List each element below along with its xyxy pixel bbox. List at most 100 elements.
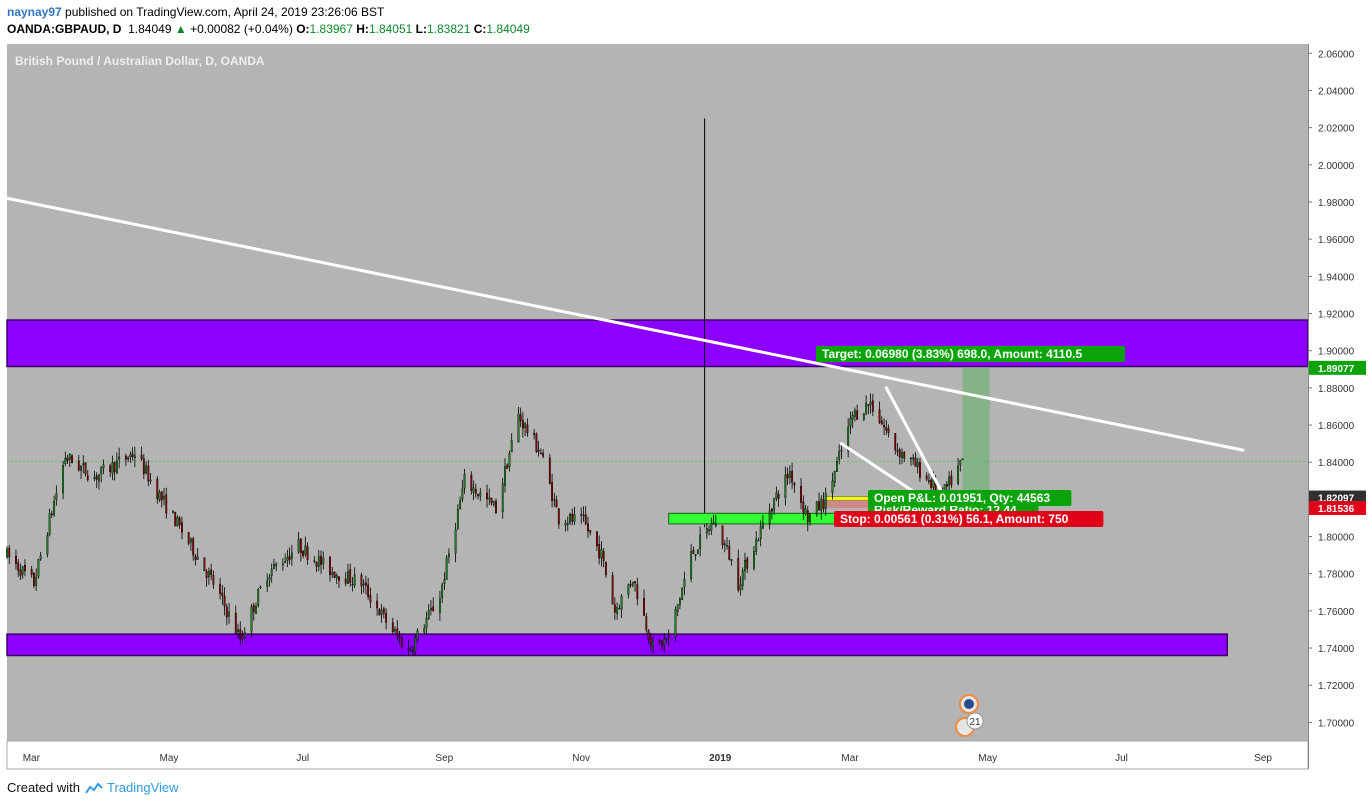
candle-body <box>46 535 49 555</box>
candle-body <box>66 457 69 461</box>
candle-body <box>317 556 320 567</box>
price-label-bg <box>1309 500 1366 515</box>
candle-body <box>761 522 764 529</box>
candle-body <box>239 629 242 640</box>
candle-body <box>124 455 127 460</box>
candle-body <box>571 513 574 522</box>
candle-body <box>683 579 686 588</box>
candle-body <box>853 410 856 417</box>
x-tick-label: Sep <box>1254 753 1272 764</box>
candle-body <box>250 606 253 632</box>
candle-body <box>360 574 363 587</box>
tradingview-logo[interactable]: TradingView <box>84 780 179 795</box>
candle-body <box>533 432 536 435</box>
candle-body <box>353 574 356 586</box>
candle-body <box>35 576 38 586</box>
candle-body <box>270 568 273 576</box>
candle-body <box>275 563 278 567</box>
high-value: 1.84051 <box>368 22 413 36</box>
candle-body <box>237 629 239 633</box>
candle-body <box>286 556 289 562</box>
candle-body <box>118 456 121 460</box>
target-label-bg <box>816 346 1125 362</box>
candle-body <box>37 559 40 577</box>
candle-body <box>894 433 897 451</box>
candle-body <box>102 464 105 469</box>
candle-body <box>414 637 417 653</box>
candle-body <box>445 557 448 580</box>
candle-body <box>542 452 545 457</box>
candle-body <box>712 522 715 525</box>
candle-body <box>777 493 780 499</box>
candle-body <box>259 586 262 589</box>
candle-body <box>757 539 760 542</box>
candle-body <box>322 557 325 564</box>
x-tick-label: 2019 <box>709 753 732 764</box>
candle-body <box>723 543 726 546</box>
candle-body <box>223 595 226 607</box>
candle-body <box>55 493 58 500</box>
plot-background <box>7 44 1308 741</box>
candle-body <box>163 496 165 500</box>
x-tick-label: Nov <box>572 753 590 764</box>
candle-body <box>196 557 199 560</box>
target-label: Target: 0.06980 (3.83%) 698.0, Amount: 4… <box>816 346 1125 362</box>
candle-body <box>64 457 67 464</box>
candle-body <box>537 449 540 452</box>
candle-body <box>508 453 511 467</box>
candle-body <box>580 514 583 516</box>
candle-body <box>741 570 744 586</box>
price-chart[interactable]: Target: 0.06980 (3.83%) 698.0, Amount: 4… <box>0 0 1372 775</box>
candle-body <box>304 545 307 555</box>
candle-body <box>158 492 161 501</box>
candle-body <box>903 452 906 459</box>
candle-body <box>865 402 868 414</box>
candle-body <box>344 578 347 584</box>
candle-body <box>306 546 309 560</box>
candle-body <box>833 470 836 483</box>
candle-body <box>178 518 181 525</box>
candle-body <box>539 452 542 455</box>
candle-body <box>48 513 51 536</box>
candle-body <box>862 413 865 420</box>
candle-body <box>896 450 899 452</box>
candle-body <box>24 565 26 572</box>
candle-body <box>555 499 558 508</box>
candle-body <box>17 562 20 571</box>
candle-body <box>438 598 441 613</box>
candle-body <box>68 453 71 460</box>
candle-body <box>50 513 53 516</box>
x-tick-label: Jul <box>296 753 309 764</box>
candle-body <box>836 461 838 472</box>
candle-body <box>221 592 224 597</box>
author-name[interactable]: naynay97 <box>7 5 62 19</box>
publish-info: naynay97 published on TradingView.com, A… <box>7 5 384 19</box>
candle-body <box>490 497 493 503</box>
candle-body <box>793 482 796 486</box>
candle-body <box>486 492 488 500</box>
candle-body <box>187 532 190 544</box>
candle-body <box>299 538 302 553</box>
candle-body <box>708 529 711 532</box>
close-label: C: <box>473 22 487 36</box>
y-tick-label: 1.96000 <box>1318 235 1355 246</box>
candle-body <box>510 440 513 453</box>
candle-body <box>883 425 885 428</box>
candle-body <box>62 465 65 494</box>
candle-body <box>113 462 116 473</box>
candle-body <box>479 492 482 497</box>
candle-body <box>111 462 114 474</box>
candle-body <box>210 569 213 576</box>
candle-body <box>849 417 852 427</box>
time-axis[interactable] <box>6 740 1309 770</box>
y-tick-label: 1.94000 <box>1318 272 1355 283</box>
candle-body <box>620 595 623 610</box>
y-tick-label: 2.06000 <box>1318 49 1355 60</box>
y-tick-label: 1.86000 <box>1318 421 1355 432</box>
candle-body <box>297 539 300 553</box>
candle-body <box>176 516 179 526</box>
price-axis[interactable] <box>1308 44 1366 769</box>
candle-body <box>806 510 809 523</box>
candle-body <box>584 514 587 524</box>
candle-body <box>243 632 246 638</box>
